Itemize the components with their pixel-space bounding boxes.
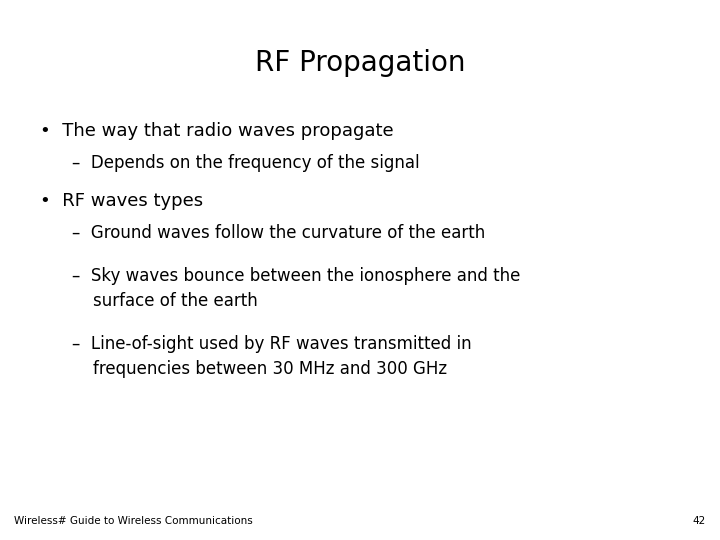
Text: Wireless# Guide to Wireless Communications: Wireless# Guide to Wireless Communicatio… — [14, 516, 253, 526]
Text: •  RF waves types: • RF waves types — [40, 192, 203, 210]
Text: •  The way that radio waves propagate: • The way that radio waves propagate — [40, 122, 393, 139]
Text: 42: 42 — [693, 516, 706, 526]
Text: –  Sky waves bounce between the ionosphere and the
    surface of the earth: – Sky waves bounce between the ionospher… — [72, 267, 521, 310]
Text: –  Ground waves follow the curvature of the earth: – Ground waves follow the curvature of t… — [72, 224, 485, 242]
Text: –  Depends on the frequency of the signal: – Depends on the frequency of the signal — [72, 154, 420, 172]
Text: RF Propagation: RF Propagation — [255, 49, 465, 77]
Text: –  Line-of-sight used by RF waves transmitted in
    frequencies between 30 MHz : – Line-of-sight used by RF waves transmi… — [72, 335, 472, 378]
